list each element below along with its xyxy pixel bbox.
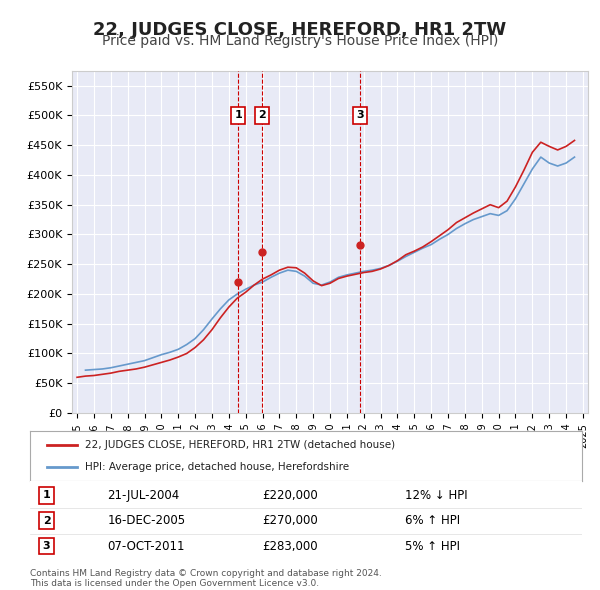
Text: £283,000: £283,000: [262, 540, 317, 553]
Text: 3: 3: [43, 541, 50, 551]
Text: £270,000: £270,000: [262, 514, 317, 527]
Text: 2: 2: [43, 516, 50, 526]
Text: 12% ↓ HPI: 12% ↓ HPI: [406, 489, 468, 502]
Text: £220,000: £220,000: [262, 489, 317, 502]
Text: HPI: Average price, detached house, Herefordshire: HPI: Average price, detached house, Here…: [85, 462, 349, 472]
Text: Contains HM Land Registry data © Crown copyright and database right 2024.: Contains HM Land Registry data © Crown c…: [30, 569, 382, 578]
Text: 07-OCT-2011: 07-OCT-2011: [107, 540, 185, 553]
Text: 21-JUL-2004: 21-JUL-2004: [107, 489, 179, 502]
Text: 5% ↑ HPI: 5% ↑ HPI: [406, 540, 460, 553]
Text: 1: 1: [43, 490, 50, 500]
Text: 3: 3: [356, 110, 364, 120]
Text: 6% ↑ HPI: 6% ↑ HPI: [406, 514, 460, 527]
Text: Price paid vs. HM Land Registry's House Price Index (HPI): Price paid vs. HM Land Registry's House …: [102, 34, 498, 48]
Text: 2: 2: [258, 110, 266, 120]
Text: 22, JUDGES CLOSE, HEREFORD, HR1 2TW (detached house): 22, JUDGES CLOSE, HEREFORD, HR1 2TW (det…: [85, 440, 395, 450]
Text: 16-DEC-2005: 16-DEC-2005: [107, 514, 185, 527]
Text: 1: 1: [234, 110, 242, 120]
Text: 22, JUDGES CLOSE, HEREFORD, HR1 2TW: 22, JUDGES CLOSE, HEREFORD, HR1 2TW: [94, 21, 506, 39]
Text: This data is licensed under the Open Government Licence v3.0.: This data is licensed under the Open Gov…: [30, 579, 319, 588]
